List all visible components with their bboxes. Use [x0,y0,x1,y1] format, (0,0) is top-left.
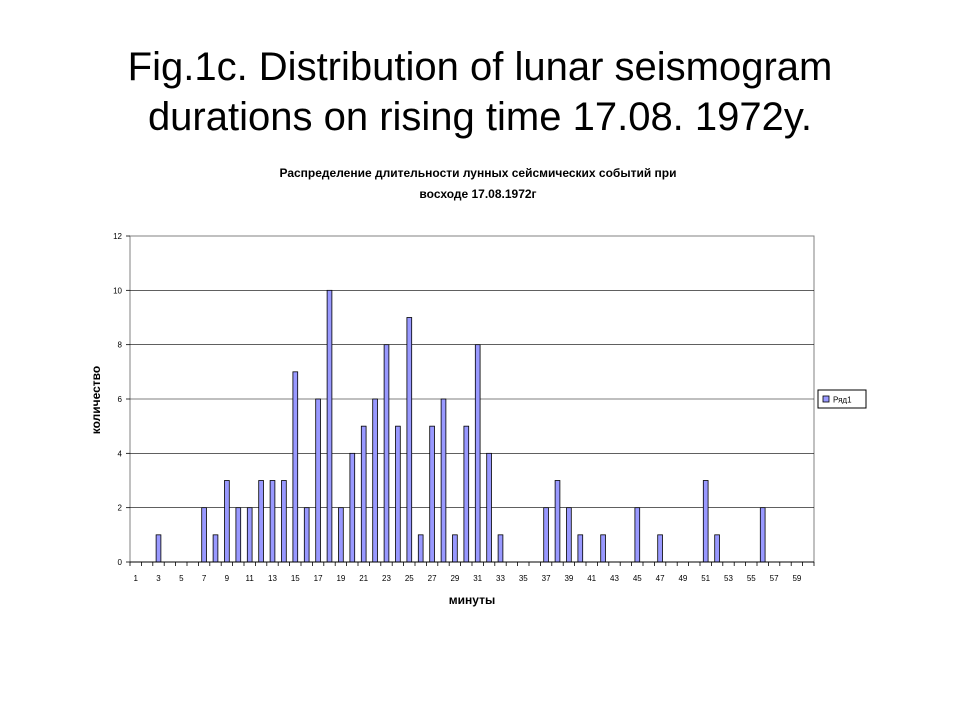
bar [486,452,492,563]
x-tick-label: 17 [314,574,323,583]
x-axis-title: минуты [449,593,495,607]
bar [566,507,572,563]
bar [395,425,401,563]
bar [543,507,549,563]
x-tick-label: 1 [133,574,138,583]
bar [155,534,162,563]
x-tick-label: 57 [770,574,779,583]
y-axis-ticks: 0 2 4 6 8 10 12 [113,232,130,567]
x-tick-label: 27 [428,574,437,583]
bar [406,317,413,563]
bar [759,507,766,563]
x-tick-label: 11 [246,574,255,583]
x-tick-label: 35 [519,574,528,583]
slide-title: Fig.1c. Distribution of lunar seismogram… [127,45,833,139]
bar [303,507,310,563]
gridlines [130,290,814,508]
x-tick-label: 43 [610,574,619,583]
x-tick-label: 47 [656,574,665,583]
chart-title-line1: Распределение длительности лунных сейсми… [279,166,676,180]
bar [281,480,287,563]
x-tick-label: 37 [542,574,551,583]
bar [634,507,641,563]
x-tick-label: 33 [496,574,505,583]
x-tick-label: 21 [359,574,368,583]
bar [246,507,253,563]
bar [258,480,264,563]
bar [577,534,584,563]
x-tick-label: 53 [724,574,733,583]
x-tick-label: 13 [268,574,277,583]
bar [292,371,299,563]
legend-swatch [822,395,830,403]
bar [235,507,242,563]
x-tick-label: 39 [564,574,573,583]
bar [702,480,709,563]
bar [554,480,561,563]
bar [360,425,367,563]
chart-title-line2: восходе 17.08.1972г [419,187,536,201]
bar [372,398,378,563]
bar [224,480,230,563]
bar [326,289,333,563]
y-axis-title: количество [89,366,103,434]
x-tick-label: 3 [156,574,161,583]
bar [212,534,219,563]
bar [338,507,344,563]
bar [452,534,458,563]
x-tick-label: 55 [747,574,756,583]
bar [349,452,356,563]
x-tick-label: 45 [633,574,642,583]
x-tick-label: 19 [336,574,345,583]
legend-label: Ряд1 [833,396,852,405]
x-tick-label: 31 [473,574,482,583]
y-tick-label: 0 [118,558,123,567]
bar [417,534,424,563]
bar [463,425,470,563]
bar [315,398,321,563]
y-tick-label: 6 [118,395,123,404]
bar [383,344,390,563]
x-axis-ticks: 1 3 5 7 9 11 13 15 17 19 21 23 25 27 29 31 33 35 37 39 41 43 4… [129,561,815,583]
x-tick-label: 23 [382,574,391,583]
x-tick-label: 59 [792,574,801,583]
bar [269,480,276,563]
x-tick-label: 9 [225,574,230,583]
x-tick-label: 51 [701,574,710,583]
bar [429,425,435,563]
x-tick-label: 49 [678,574,687,583]
bar [657,534,663,563]
bar [714,534,720,563]
x-tick-label: 29 [450,574,459,583]
x-tick-label: 7 [202,574,207,583]
bar [497,534,504,563]
bar [600,534,606,563]
bar [440,398,447,563]
legend: Ряд1 [817,389,867,409]
bar [201,507,207,563]
y-tick-label: 2 [118,504,123,513]
bar [474,344,481,563]
x-tick-label: 25 [405,574,414,583]
y-tick-label: 10 [113,286,122,295]
y-tick-label: 8 [118,341,123,350]
y-tick-label: 12 [113,232,122,241]
x-tick-label: 5 [179,574,184,583]
y-tick-label: 4 [118,449,123,458]
x-tick-label: 15 [291,574,300,583]
legend-box [817,389,867,409]
x-tick-label: 41 [587,574,596,583]
